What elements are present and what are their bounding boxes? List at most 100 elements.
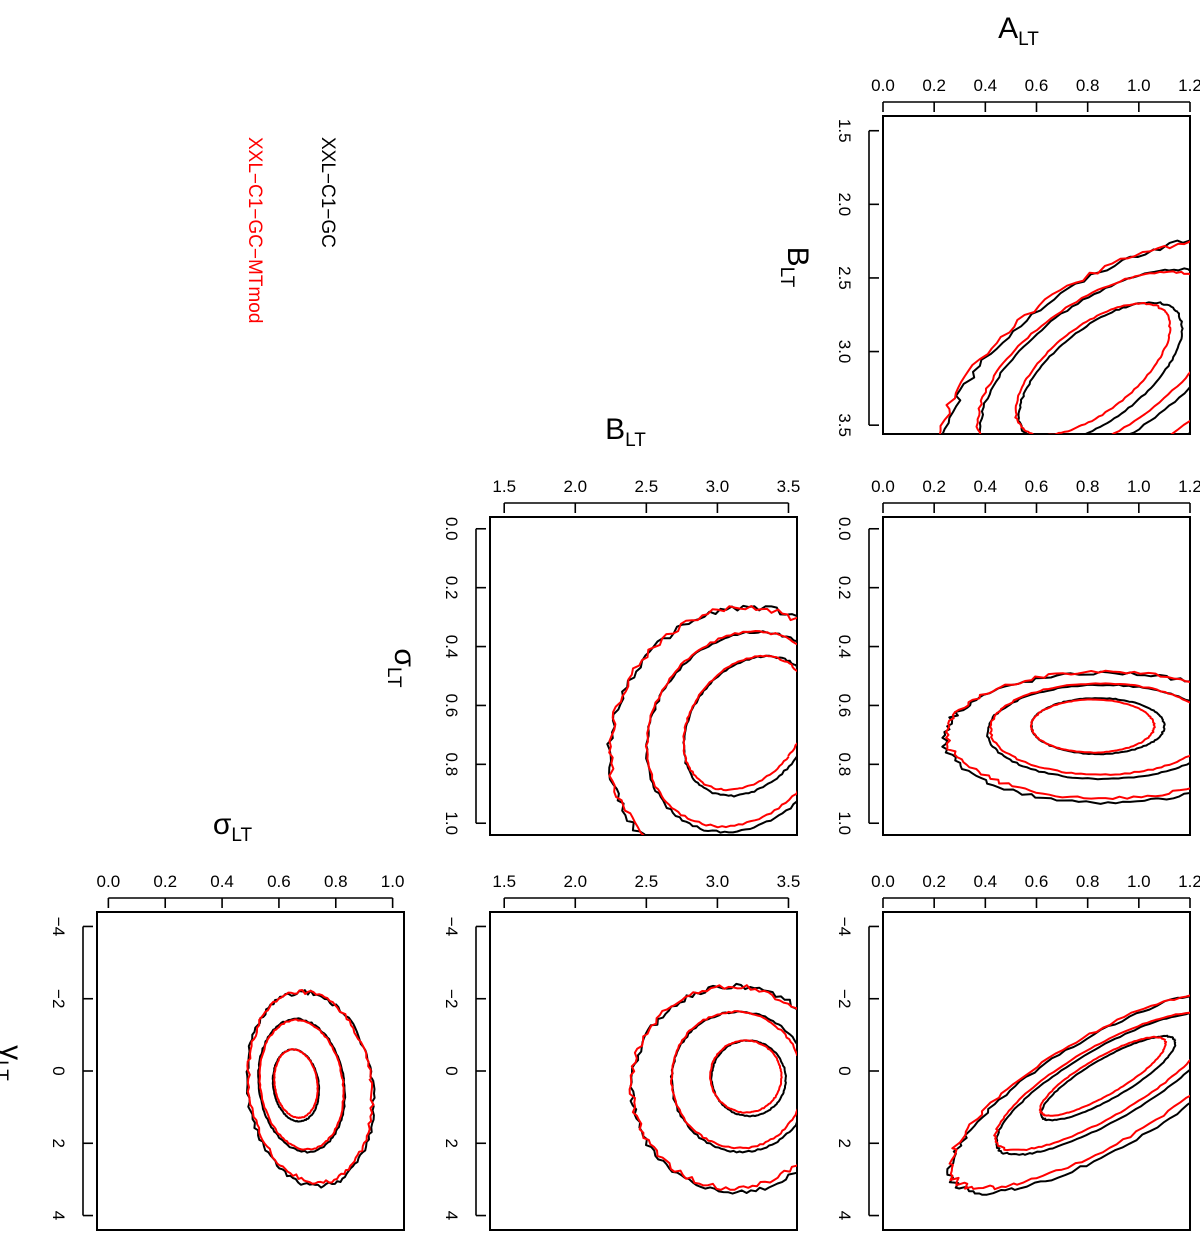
y-tick-label-4: 4 <box>49 1211 68 1220</box>
legend-entry-xxl-c1-gc-mtmod: XXL−C1−GC−MTmod <box>244 137 265 323</box>
contour-layer <box>606 604 797 835</box>
y-tick-label-0: 0 <box>49 1066 68 1075</box>
y-tick-label-0-0: 0.0 <box>835 517 854 541</box>
x-tick-label-0-2: 0.2 <box>922 872 946 891</box>
contour-layer <box>946 994 1190 1196</box>
y-tick-label-2: 2 <box>442 1139 461 1148</box>
panel-frame <box>882 516 1191 836</box>
contour-xxl-c1-gc-mtmod-level-1 <box>682 654 797 792</box>
x-tick-label-1-0: 1.0 <box>1127 872 1151 891</box>
panel-1: 1.5 2.0 2.5 3.0 3.5 0.0 0.2 0.4 0.6 0.8 1.0 BLT σLT <box>383 413 800 836</box>
legend: XXL−C1−GC XXL−C1−GC−MTmod <box>244 137 338 323</box>
y-tick-label-0-0: 0.0 <box>442 517 461 541</box>
y-tick-label-2-0: 2.0 <box>835 193 854 217</box>
panel-0: 0.0 0.2 0.4 0.6 0.8 1.0 1.2 1.5 2.0 2.5 3.0 3.5 ALT B… <box>776 12 1200 437</box>
x-tick-label-0-2: 0.2 <box>922 477 946 496</box>
x-tick-label-3-0: 3.0 <box>706 477 730 496</box>
panel-frame <box>489 911 798 1231</box>
contour-xxl-c1-gc-mtmod-level-3 <box>948 994 1190 1191</box>
contour-xxl-c1-gc-mtmod-level-1 <box>1029 698 1156 754</box>
x-tick-label-1-2: 1.2 <box>1178 76 1200 95</box>
contour-xxl-c1-gc-mtmod-level-3 <box>608 605 797 835</box>
panels: 0.0 0.2 0.4 0.6 0.8 1.0 1.2 1.5 2.0 2.5 3.0 3.5 ALT B… <box>0 12 1200 1231</box>
contour-xxl-c1-gc-mtmod-level-1 <box>1014 302 1172 434</box>
x-axis-title: ALT <box>998 12 1039 50</box>
panel-frame <box>489 516 798 836</box>
x-tick-label-1-0: 1.0 <box>1127 477 1151 496</box>
contour-xxl-c1-gc-mtmod-level-3 <box>939 240 1190 434</box>
y-tick-label-0-2: 0.2 <box>442 576 461 600</box>
x-tick-label-1-5: 1.5 <box>492 872 516 891</box>
x-tick-label-0-6: 0.6 <box>1025 477 1049 496</box>
x-axis-title: BLT <box>605 413 646 451</box>
contour-xxl-c1-gc-mtmod-level-3 <box>628 984 797 1191</box>
y-tick-label-0-8: 0.8 <box>442 753 461 777</box>
x-tick-label-1-0: 1.0 <box>381 872 405 891</box>
y-tick-label-4: 4 <box>835 1211 854 1220</box>
x-tick-label-1-5: 1.5 <box>492 477 516 496</box>
x-tick-label-0-8: 0.8 <box>1076 76 1100 95</box>
y-tick-label-0-4: 0.4 <box>835 635 854 659</box>
x-tick-label-2-5: 2.5 <box>635 477 659 496</box>
contour-layer <box>245 989 376 1189</box>
x-tick-label-0-8: 0.8 <box>1076 477 1100 496</box>
y-tick-label-2: 2 <box>49 1139 68 1148</box>
y-tick-label-2: 2 <box>835 1139 854 1148</box>
y-tick-label-0: 0 <box>835 1066 854 1075</box>
x-tick-label-3-5: 3.5 <box>777 872 801 891</box>
contour-xxl-c1-gc-mtmod-level-1 <box>273 1048 319 1119</box>
contour-xxl-c1-gc-mtmod-level-1 <box>1038 1035 1168 1117</box>
y-axis-title: σLT <box>383 648 421 688</box>
x-tick-label-0-6: 0.6 <box>1025 76 1049 95</box>
contour-xxl-c1-gc-level-3 <box>941 239 1190 434</box>
x-tick-label-0-4: 0.4 <box>974 76 998 95</box>
y-tick-label--2: −2 <box>49 989 68 1008</box>
contour-xxl-c1-gc-mtmod-level-2 <box>644 630 797 829</box>
x-axis-title: σLT <box>213 808 253 846</box>
contour-xxl-c1-gc-level-1 <box>710 1039 787 1118</box>
contour-xxl-c1-gc-level-2 <box>257 1017 347 1154</box>
contour-xxl-c1-gc-level-1 <box>1017 301 1184 434</box>
contour-xxl-c1-gc-level-2 <box>669 1010 797 1154</box>
contour-xxl-c1-gc-mtmod-level-2 <box>670 1010 797 1150</box>
x-tick-label-0-4: 0.4 <box>974 872 998 891</box>
panel-frame <box>96 911 405 1231</box>
y-tick-label-3-5: 3.5 <box>835 413 854 437</box>
y-tick-label-0: 0 <box>442 1066 461 1075</box>
x-tick-label-2-5: 2.5 <box>635 872 659 891</box>
x-tick-label-0-6: 0.6 <box>267 872 291 891</box>
y-tick-label-1-5: 1.5 <box>835 119 854 143</box>
contour-xxl-c1-gc-level-2 <box>645 630 797 834</box>
y-tick-label--4: −4 <box>835 917 854 936</box>
x-tick-label-0-8: 0.8 <box>1076 872 1100 891</box>
y-tick-label--4: −4 <box>442 917 461 936</box>
contour-xxl-c1-gc-level-3 <box>941 670 1190 805</box>
contour-xxl-c1-gc-mtmod-level-1 <box>709 1039 783 1114</box>
y-tick-label-2-5: 2.5 <box>835 266 854 290</box>
x-tick-label-0-6: 0.6 <box>1025 872 1049 891</box>
y-axis-title: BLT <box>776 247 814 288</box>
x-tick-label-0-0: 0.0 <box>871 872 895 891</box>
panel-4: 1.5 2.0 2.5 3.0 3.5 −4 −2 0 2 4 <box>442 872 801 1231</box>
y-tick-label--2: −2 <box>442 989 461 1008</box>
x-tick-label-3-0: 3.0 <box>706 872 730 891</box>
x-tick-label-0-0: 0.0 <box>871 477 895 496</box>
x-tick-label-0-4: 0.4 <box>974 477 998 496</box>
contour-xxl-c1-gc-level-1 <box>682 654 797 798</box>
x-tick-label-0-2: 0.2 <box>922 76 946 95</box>
x-tick-label-0-4: 0.4 <box>210 872 234 891</box>
x-tick-label-2-0: 2.0 <box>563 477 587 496</box>
y-axis-title: γLT <box>0 1045 28 1081</box>
y-tick-label-0-6: 0.6 <box>835 694 854 718</box>
contour-xxl-c1-gc-level-2 <box>995 1011 1190 1156</box>
panel-2: 0.0 0.2 0.4 0.6 0.8 1.0 1.2 0.0 0.2 0.4 0.6 0.8 1.0 <box>835 477 1200 836</box>
x-tick-label-0-2: 0.2 <box>153 872 177 891</box>
contour-xxl-c1-gc-level-3 <box>629 982 797 1195</box>
legend-entry-xxl-c1-gc: XXL−C1−GC <box>317 137 338 248</box>
y-tick-label--2: −2 <box>835 989 854 1008</box>
y-tick-label-0-2: 0.2 <box>835 576 854 600</box>
x-tick-label-0-0: 0.0 <box>871 76 895 95</box>
y-tick-label-1-0: 1.0 <box>442 811 461 835</box>
panel-3: 0.0 0.2 0.4 0.6 0.8 1.0 −4 −2 0 2 4 σLT γLT <box>0 808 405 1231</box>
